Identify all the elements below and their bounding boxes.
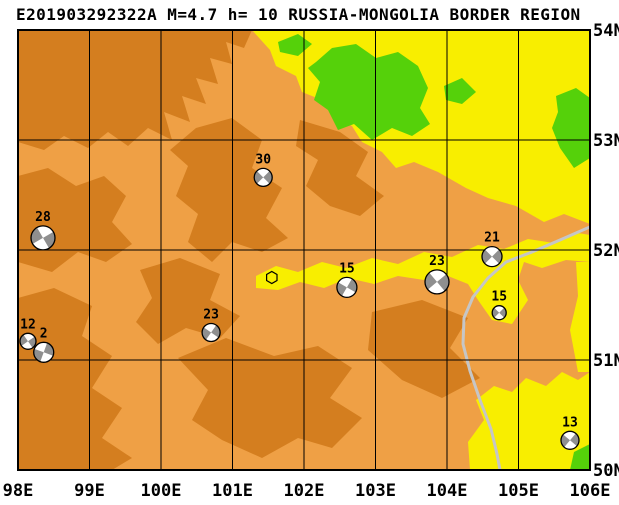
beachball-outline bbox=[33, 341, 55, 363]
terrain-green-lowland bbox=[570, 444, 590, 470]
event-day-label: 30 bbox=[255, 152, 271, 167]
beachball-outline bbox=[560, 430, 580, 450]
beachball-quadrants bbox=[254, 171, 273, 184]
beachball-outline bbox=[481, 245, 503, 268]
beachball-quadrants bbox=[492, 307, 507, 318]
focal-mechanism-marker: 13 bbox=[560, 415, 580, 450]
focal-mechanism-marker: 15 bbox=[336, 261, 358, 299]
graticule-layer bbox=[18, 30, 590, 470]
focal-mechanism-marker: 15 bbox=[491, 290, 507, 321]
beachball-outline bbox=[30, 225, 56, 251]
marker-layer: 30 28 21 15 23 15 23 12 2 13 bbox=[19, 152, 580, 450]
terrain-dark-patch bbox=[170, 118, 288, 262]
terrain-dark-patch bbox=[296, 120, 384, 216]
lat-tick-label: 50N bbox=[593, 461, 619, 481]
lon-tick-label: 103E bbox=[355, 481, 396, 501]
terrain-yellow-lowland bbox=[468, 372, 590, 470]
event-day-label: 23 bbox=[429, 254, 445, 269]
beachball-quadrants bbox=[561, 433, 579, 448]
beachball-outline bbox=[336, 276, 358, 299]
beachball-outline bbox=[19, 332, 37, 350]
lon-tick-label: 101E bbox=[212, 481, 253, 501]
beachball-quadrants bbox=[336, 278, 357, 297]
terrain-dark-patch bbox=[178, 338, 362, 458]
focal-mechanism-marker: 23 bbox=[201, 308, 221, 343]
terrain-yellow-strip bbox=[570, 262, 590, 372]
terrain-dark-patch bbox=[18, 30, 252, 150]
event-day-label: 2 bbox=[40, 326, 48, 341]
beachball-quadrants bbox=[33, 342, 54, 362]
event-day-label: 23 bbox=[203, 308, 219, 323]
beachball-outline bbox=[424, 269, 450, 295]
terrain-dark-patch bbox=[136, 258, 240, 344]
lon-tick-label: 98E bbox=[3, 481, 34, 501]
lon-tick-label: 99E bbox=[74, 481, 105, 501]
beachball-quadrants bbox=[425, 272, 449, 292]
beachball-quadrants bbox=[202, 325, 221, 340]
beachball-outline bbox=[253, 167, 273, 188]
event-day-label: 12 bbox=[20, 317, 36, 332]
beachball-outline bbox=[201, 322, 221, 343]
lon-tick-label: 104E bbox=[427, 481, 468, 501]
event-day-label: 21 bbox=[484, 231, 500, 246]
lon-tick-label: 105E bbox=[498, 481, 539, 501]
focal-mechanism-marker: 2 bbox=[33, 326, 55, 363]
lat-tick-label: 54N bbox=[593, 21, 619, 41]
map-title: E201903292322A M=4.7 h= 10 RUSSIA-MONGOL… bbox=[16, 5, 581, 24]
beachball-quadrants bbox=[482, 249, 502, 264]
terrain-green-lowland bbox=[552, 88, 590, 168]
focal-mechanism-marker: 21 bbox=[481, 231, 503, 268]
beachball-quadrants bbox=[20, 334, 36, 348]
terrain-dark-patch bbox=[18, 288, 132, 470]
beachball-quadrants bbox=[31, 227, 55, 249]
lat-tick-label: 51N bbox=[593, 351, 619, 371]
map-frame bbox=[17, 29, 591, 471]
lat-tick-label: 52N bbox=[593, 241, 619, 261]
lon-tick-label: 102E bbox=[284, 481, 325, 501]
event-day-label: 28 bbox=[35, 210, 51, 225]
focal-mechanism-marker: 30 bbox=[253, 152, 273, 188]
terrain-green-lowland bbox=[444, 78, 476, 104]
lon-tick-label: 100E bbox=[141, 481, 182, 501]
terrain-green-lowland bbox=[308, 44, 430, 140]
focal-mechanism-marker: 28 bbox=[30, 210, 56, 251]
terrain-yellow-valley bbox=[256, 233, 590, 324]
lon-tick-label: 106E bbox=[570, 481, 611, 501]
terrain-dark-patch bbox=[368, 300, 480, 398]
event-day-label: 15 bbox=[491, 290, 507, 305]
lat-tick-label: 53N bbox=[593, 131, 619, 151]
axis-labels-layer: 98E 99E 100E 101E 102E 103E 104E 105E 106E 54N 53N… bbox=[3, 21, 619, 501]
focal-mechanism-marker: 23 bbox=[424, 254, 450, 295]
epicenter-marker bbox=[266, 270, 278, 285]
event-day-label: 13 bbox=[562, 415, 578, 430]
event-day-label: 15 bbox=[339, 261, 355, 276]
road-line bbox=[461, 225, 590, 470]
beachball-outline bbox=[491, 305, 507, 321]
focal-mechanism-marker: 12 bbox=[19, 317, 37, 350]
